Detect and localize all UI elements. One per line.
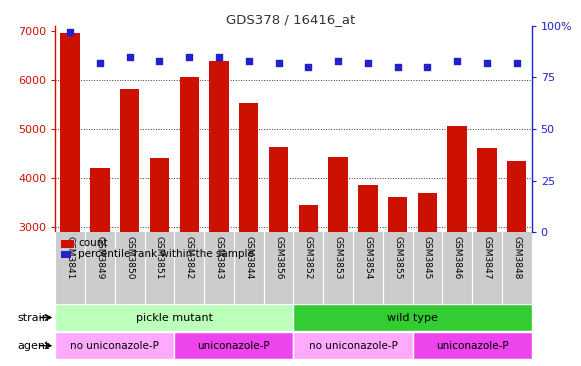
Point [423, 64, 432, 70]
Text: GSM3851: GSM3851 [155, 236, 164, 280]
Text: pickle mutant: pickle mutant [136, 313, 213, 322]
Bar [413, 332, 532, 359]
Point [244, 58, 253, 64]
Bar [477, 148, 497, 366]
Text: wild type: wild type [387, 313, 438, 322]
Bar [507, 161, 526, 366]
Text: GSM3849: GSM3849 [95, 236, 105, 279]
Bar [90, 168, 110, 366]
Bar [388, 197, 407, 366]
Point [304, 64, 313, 70]
Point [66, 29, 75, 35]
Text: GSM3856: GSM3856 [274, 236, 283, 280]
Bar [447, 126, 467, 366]
Point [185, 54, 194, 60]
Text: GSM3850: GSM3850 [125, 236, 134, 280]
Bar [55, 304, 293, 331]
Point [482, 60, 492, 66]
Bar [55, 332, 174, 359]
Text: GDS378 / 16416_at: GDS378 / 16416_at [226, 13, 355, 26]
Text: agent: agent [17, 341, 49, 351]
Point [214, 54, 224, 60]
Text: uniconazole-P: uniconazole-P [198, 341, 270, 351]
Bar [293, 332, 413, 359]
Text: GSM3844: GSM3844 [244, 236, 253, 279]
Text: GSM3841: GSM3841 [66, 236, 74, 279]
Point [155, 58, 164, 64]
Point [125, 54, 134, 60]
Point [274, 60, 283, 66]
Bar [60, 33, 80, 366]
Point [453, 58, 462, 64]
Bar [418, 193, 437, 366]
Text: GSM3846: GSM3846 [453, 236, 462, 279]
Bar [174, 332, 293, 359]
Point [333, 58, 343, 64]
Bar [328, 157, 348, 366]
Bar [299, 205, 318, 366]
Bar [120, 89, 139, 366]
Text: strain: strain [17, 313, 49, 322]
Text: count: count [78, 238, 108, 249]
Bar [209, 61, 229, 366]
Bar [293, 304, 532, 331]
Text: no uniconazole-P: no uniconazole-P [70, 341, 159, 351]
Point [95, 60, 105, 66]
Text: GSM3852: GSM3852 [304, 236, 313, 279]
Text: percentile rank within the sample: percentile rank within the sample [78, 249, 254, 259]
Text: GSM3842: GSM3842 [185, 236, 193, 279]
Text: uniconazole-P: uniconazole-P [436, 341, 508, 351]
Bar [269, 147, 288, 366]
Point [512, 60, 521, 66]
Bar [358, 185, 378, 366]
Bar [150, 158, 169, 366]
Bar [239, 104, 259, 366]
Point [393, 64, 402, 70]
Text: GSM3847: GSM3847 [482, 236, 492, 279]
Text: GSM3853: GSM3853 [333, 236, 343, 280]
Bar [180, 77, 199, 366]
Text: GSM3854: GSM3854 [363, 236, 372, 279]
Point [363, 60, 372, 66]
Text: GSM3855: GSM3855 [393, 236, 402, 280]
Text: GSM3845: GSM3845 [423, 236, 432, 279]
Text: GSM3843: GSM3843 [214, 236, 224, 279]
Text: no uniconazole-P: no uniconazole-P [309, 341, 397, 351]
Text: GSM3848: GSM3848 [512, 236, 521, 279]
